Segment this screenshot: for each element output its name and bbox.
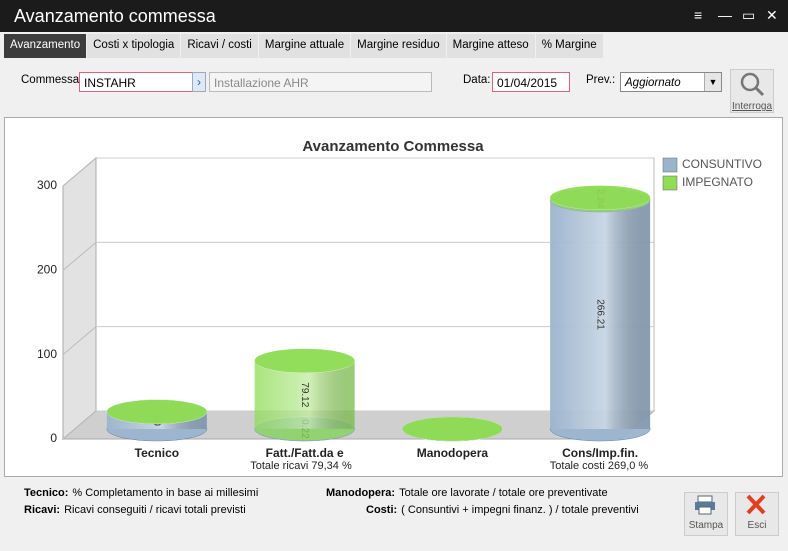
note-text: Ricavi conseguiti / ricavi totali previs… (64, 504, 246, 516)
note: Tecnico:% Completamento in base ai mille… (24, 487, 258, 499)
lookup-button[interactable]: › (192, 72, 206, 92)
close-icon[interactable]: ✕ (766, 7, 778, 23)
tab[interactable]: Margine residuo (351, 34, 447, 58)
prev-label: Prev.: (586, 74, 616, 86)
tab[interactable]: Costi x tipologia (87, 34, 182, 58)
legend-swatch (662, 175, 678, 191)
dropdown-arrow[interactable]: ▼ (704, 73, 721, 91)
tab[interactable]: Margine atteso (446, 34, 536, 58)
cylinder-segment (549, 187, 651, 442)
annotation: Totale ricavi 79,34 % (250, 460, 352, 472)
cylinder-cap (402, 417, 503, 441)
x-tick-label: Tecnico (135, 446, 179, 460)
y-tick-label: 300 (37, 178, 57, 192)
note-text: ( Consuntivi + impegni finanz. ) / total… (401, 504, 639, 516)
x-tick-label: Cons/Imp.fin. (562, 446, 638, 460)
tab[interactable]: % Margine (535, 34, 604, 58)
print-icon (695, 495, 715, 515)
commessa-input[interactable]: INSTAHR (79, 72, 193, 92)
minimize-icon[interactable]: — (718, 7, 732, 23)
grid-line (62, 157, 97, 187)
grid-line (62, 326, 97, 356)
stampa-label: Stampa (688, 520, 724, 531)
chart-panel: Avanzamento Commessa 0100200300Tecnico20… (4, 117, 783, 477)
note: Costi:( Consuntivi + impegni finanz. ) /… (366, 504, 639, 516)
y-tick-label: 200 (37, 263, 57, 277)
window-title: Avanzamento commessa (14, 6, 216, 26)
grid-line (62, 410, 97, 440)
search-icon (740, 72, 765, 97)
tab[interactable]: Ricavi / costi (181, 34, 259, 58)
tab[interactable]: Margine attuale (258, 34, 352, 58)
data-label: Data: (463, 74, 491, 86)
note: Ricavi: Ricavi conseguiti / ricavi totali… (24, 504, 246, 516)
chart: Avanzamento Commessa 0100200300Tecnico20… (37, 138, 762, 472)
legend-swatch (662, 157, 678, 173)
value-label: 79.12 (299, 382, 310, 407)
grid-line (62, 241, 97, 271)
note-term: Costi: (366, 504, 398, 516)
left-wall (62, 156, 97, 441)
legend-label: CONSUNTIVO (682, 157, 762, 171)
note-term: Ricavi: (24, 504, 61, 516)
prev-select[interactable]: Aggiornato (620, 72, 722, 92)
stampa-button[interactable]: Stampa (684, 492, 728, 536)
tab-bar: Avanzamento Costi x tipologia Ricavi / cos… (4, 34, 604, 58)
x-tick-label: Fatt./Fatt.da e (266, 446, 344, 460)
cylinder-cap (106, 399, 207, 424)
title-bar: Avanzamento commessa ≡ — ▭ ✕ (0, 0, 788, 32)
note: Manodopera: Totale ore lavorate / totale … (326, 487, 608, 499)
cylinder-cap (550, 185, 651, 210)
annotation: Totale costi 269,0 % (550, 460, 649, 472)
x-tick-label: Manodopera (417, 446, 489, 460)
tab[interactable]: Avanzamento (4, 34, 88, 58)
commessa-description: Installazione AHR (209, 72, 432, 92)
interroga-button[interactable]: Interroga (730, 69, 774, 113)
esci-label: Esci (747, 520, 767, 531)
legend-label: IMPEGNATO (682, 175, 753, 189)
note-term: Manodopera: (326, 487, 396, 499)
commessa-label: Commessa: (21, 74, 83, 86)
chart-title: Avanzamento Commessa (302, 138, 484, 155)
menu-icon[interactable]: ≡ (694, 7, 703, 23)
note-term: Tecnico: (24, 487, 69, 499)
y-tick-label: 0 (50, 431, 57, 445)
y-tick-label: 100 (37, 347, 57, 361)
note-text: % Completamento in base ai millesimi (72, 487, 259, 499)
cylinder-cap (254, 348, 355, 373)
esci-button[interactable]: Esci (735, 492, 779, 536)
note-text: Totale ore lavorate / totale ore prevent… (399, 487, 608, 499)
cylinder-shine (550, 200, 651, 429)
data-input[interactable]: 01/04/2015 (492, 72, 570, 92)
interroga-label: Interroga (731, 101, 773, 112)
maximize-icon[interactable]: ▭ (742, 7, 756, 23)
exit-icon (746, 494, 766, 515)
value-label: 266.21 (594, 299, 605, 330)
